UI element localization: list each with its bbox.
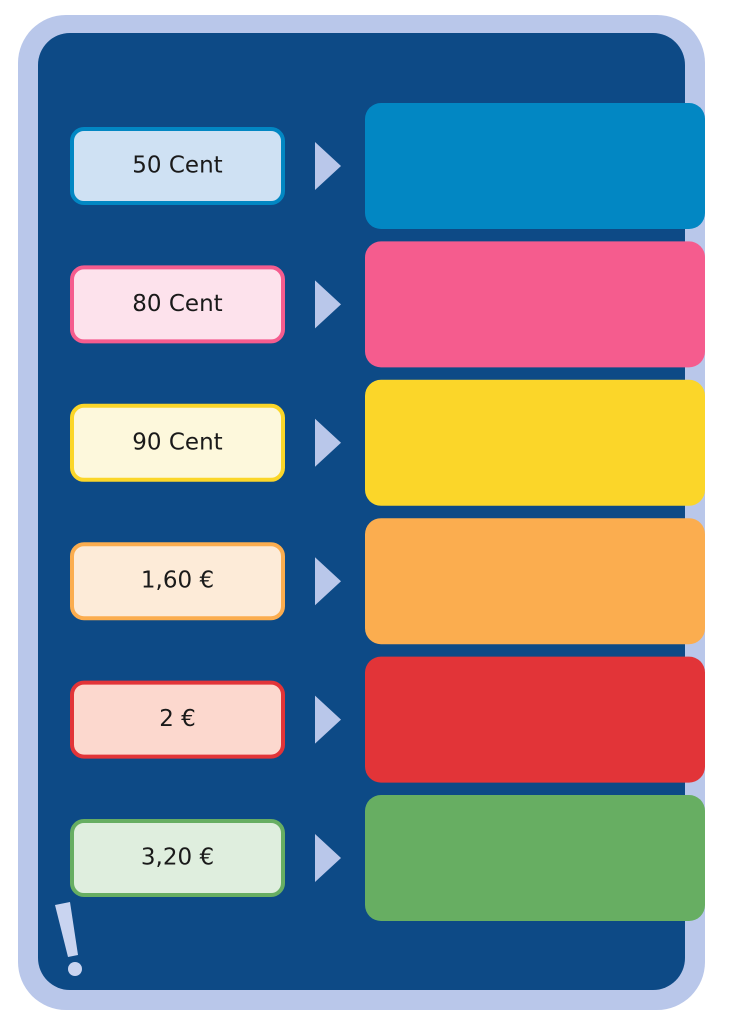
price-label: 1,60 € xyxy=(141,568,214,594)
answer-box xyxy=(365,103,705,229)
arrow xyxy=(315,834,341,882)
arrow xyxy=(315,557,341,606)
answer-box xyxy=(365,795,705,921)
arrow xyxy=(315,695,341,744)
price-label: 3,20 € xyxy=(141,845,214,871)
exclamation-icon xyxy=(55,902,82,976)
price-label: 2 € xyxy=(159,706,196,732)
answer-box xyxy=(365,379,705,506)
price-label: 80 Cent xyxy=(132,291,222,317)
label-box xyxy=(70,265,285,344)
label-box xyxy=(70,680,285,759)
answer-box xyxy=(365,241,705,368)
label-box xyxy=(70,542,285,621)
arrow xyxy=(315,280,341,329)
label-box xyxy=(70,403,285,482)
price-label: 90 Cent xyxy=(132,429,222,455)
rows: 50 Cent 80 Cent 90 Cent 1,60 € 2 € 3,20 € xyxy=(70,103,705,921)
arrow xyxy=(315,142,341,190)
arrow xyxy=(315,418,341,467)
label-box xyxy=(70,127,285,205)
price-label: 50 Cent xyxy=(132,153,222,179)
answer-box xyxy=(365,518,705,645)
label-box xyxy=(70,819,285,897)
answer-box xyxy=(365,656,705,783)
